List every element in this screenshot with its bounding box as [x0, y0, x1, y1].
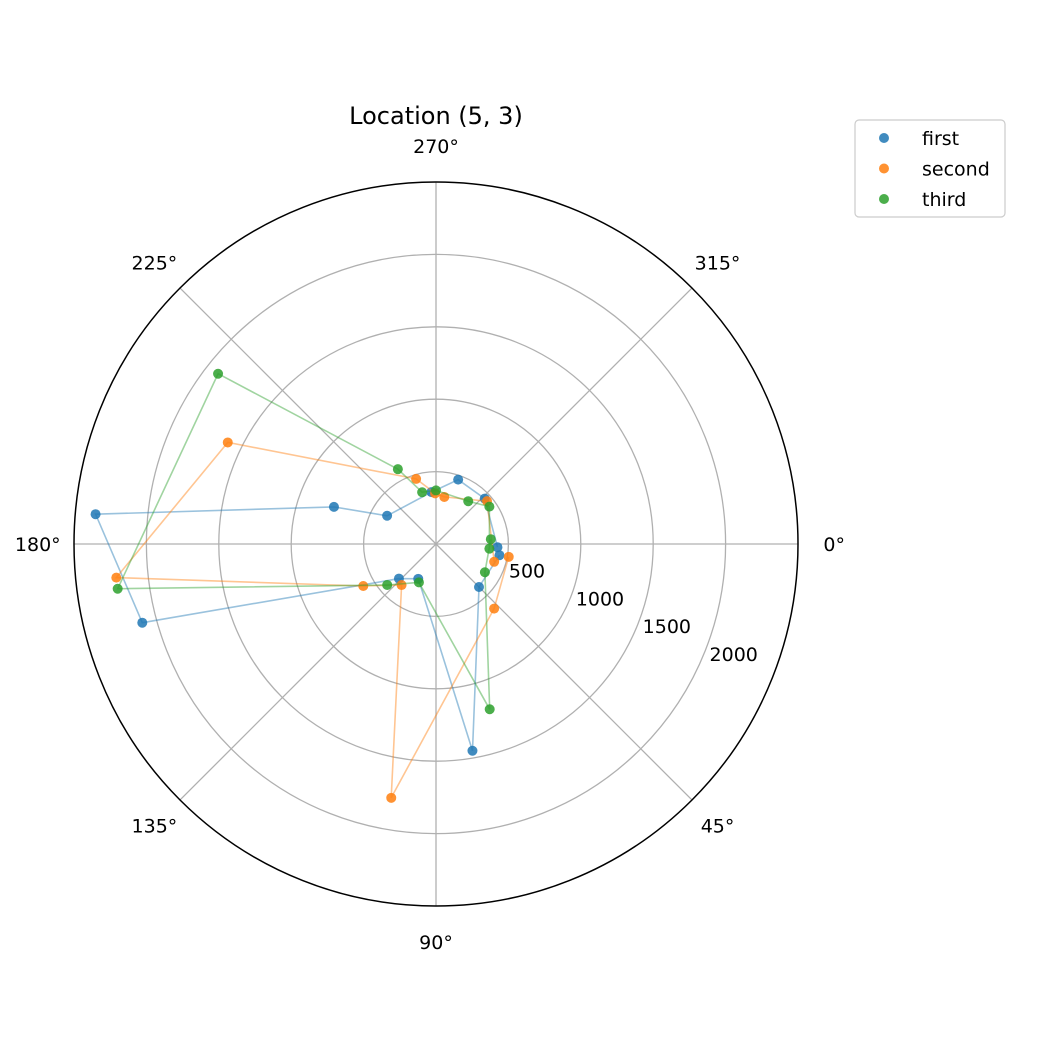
data-point: [453, 474, 464, 485]
data-point: [503, 551, 514, 562]
data-point: [439, 491, 450, 502]
polar-grid: [73, 181, 799, 907]
data-point: [413, 577, 424, 588]
legend-label: third: [922, 189, 966, 211]
angular-gridline-1: [435, 543, 693, 801]
theta-tick-label: 0°: [823, 534, 845, 556]
data-point: [222, 437, 233, 448]
data-point: [111, 572, 122, 583]
data-point: [484, 543, 495, 554]
data-point: [492, 542, 503, 553]
data-point: [392, 464, 403, 475]
series-first: [90, 474, 505, 756]
data-point: [431, 485, 441, 496]
data-point: [396, 580, 407, 591]
theta-tick-label: 135°: [132, 816, 178, 838]
data-point: [479, 567, 490, 578]
polar-frame: [73, 181, 799, 907]
axis-labels: 0° 45° 90° 135° 180° 225° 270° 315° 500 1000 1500 2…: [15, 136, 845, 954]
theta-tick-label: 315°: [695, 252, 741, 274]
r-tick-label: 1500: [643, 616, 691, 638]
data-point: [328, 501, 339, 512]
data-point: [417, 487, 428, 498]
data-point: [474, 582, 485, 593]
data-series: [90, 368, 514, 803]
data-point: [411, 473, 422, 484]
series-line: [116, 372, 492, 710]
data-point: [137, 617, 148, 628]
angular-gridline-3: [179, 543, 437, 801]
angular-gridline-5: [179, 287, 437, 545]
data-point: [489, 556, 500, 567]
series-third: [112, 368, 496, 715]
theta-tick-label: 270°: [413, 136, 459, 158]
data-point: [467, 745, 478, 756]
data-point: [382, 579, 393, 590]
series-line: [114, 441, 510, 799]
theta-tick-label: 45°: [701, 816, 735, 838]
data-point: [463, 496, 474, 507]
angular-gridline-7: [435, 287, 693, 545]
data-point: [489, 603, 500, 614]
legend-label: second: [922, 159, 990, 181]
data-point: [90, 509, 101, 520]
chart-title: Location (5, 3): [349, 102, 523, 130]
data-point: [386, 792, 397, 803]
data-point: [485, 534, 496, 545]
theta-tick-label: 225°: [132, 252, 178, 274]
data-point: [112, 583, 123, 594]
data-point: [213, 368, 224, 379]
r-tick-label: 500: [509, 561, 545, 583]
legend-marker: [879, 133, 889, 143]
legend-marker: [879, 194, 889, 204]
legend: first second third: [854, 119, 1006, 218]
data-point: [484, 501, 495, 512]
legend-label: first: [922, 128, 959, 150]
data-point: [358, 580, 369, 591]
r-tick-label: 1000: [576, 588, 624, 610]
data-point: [382, 510, 393, 521]
legend-marker: [879, 163, 889, 174]
r-tick-label: 2000: [710, 644, 758, 666]
legend-box: [854, 119, 1006, 218]
theta-tick-label: 90°: [419, 932, 453, 954]
data-point: [484, 704, 495, 715]
theta-tick-label: 180°: [15, 534, 61, 556]
